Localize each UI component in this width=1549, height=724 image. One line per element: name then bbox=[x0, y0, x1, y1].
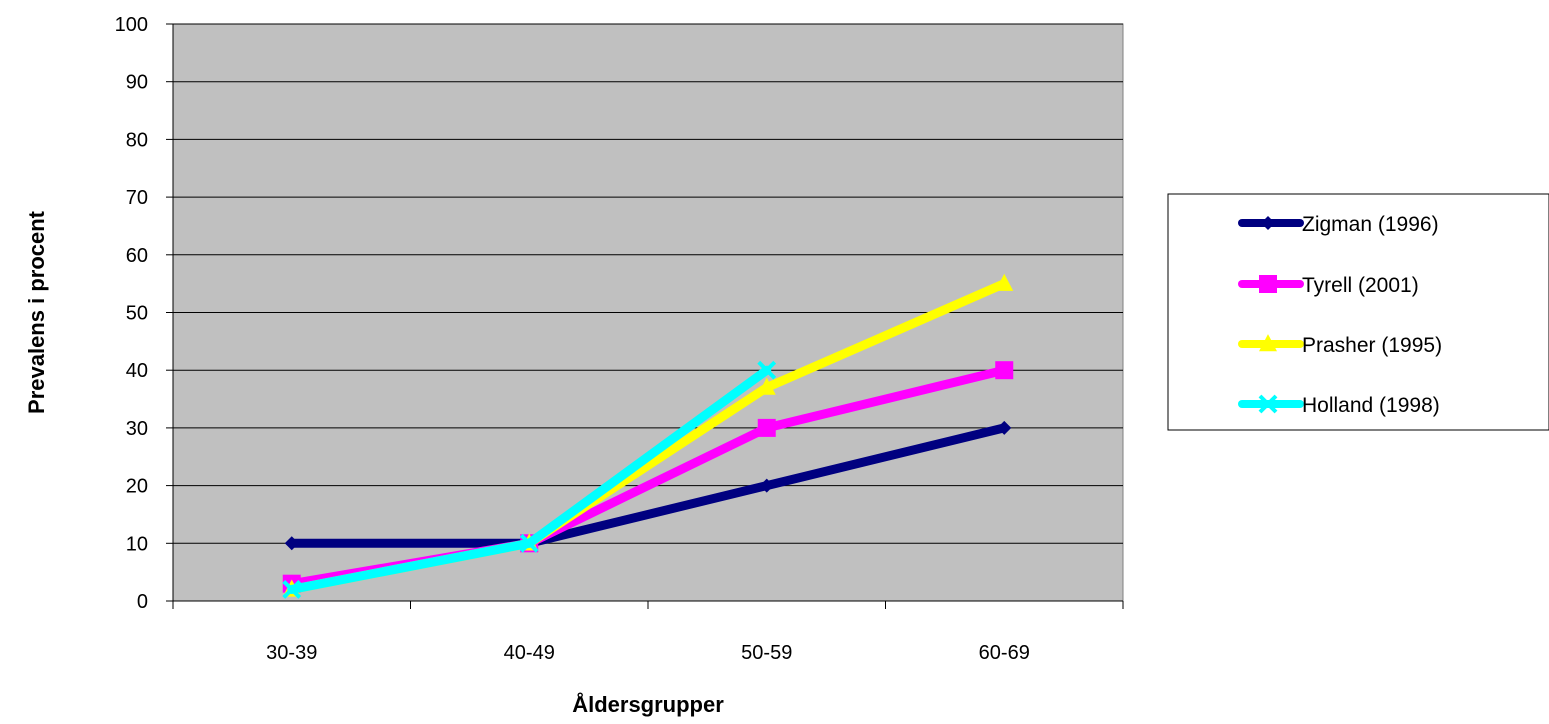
x-tick-label: 60-69 bbox=[979, 642, 1030, 664]
legend-item: Prasher (1995) bbox=[1238, 334, 1442, 357]
y-axis-title: Prevalens i procent bbox=[24, 210, 49, 414]
series-4 bbox=[282, 360, 777, 599]
y-tick-label: 50 bbox=[126, 303, 148, 325]
series-marker bbox=[1259, 275, 1277, 293]
x-axis-title: Åldersgrupper bbox=[572, 691, 724, 717]
y-tick-labels: 0 10 20 30 40 50 60 70 80 90 100 bbox=[115, 14, 148, 613]
y-tick-label: 70 bbox=[126, 187, 148, 209]
series-marker bbox=[1259, 334, 1277, 352]
series-marker bbox=[995, 273, 1014, 291]
series-marker bbox=[1258, 394, 1278, 414]
series-marker bbox=[519, 533, 539, 553]
x-tick-label: 40-49 bbox=[504, 642, 555, 664]
legend-box bbox=[1167, 193, 1549, 431]
axes bbox=[166, 23, 1124, 609]
y-tick-label: 60 bbox=[126, 245, 148, 267]
legend-label: Holland (1998) bbox=[1302, 394, 1440, 417]
legend: Zigman (1996) Tyrell (2001) Prasher (1995)… bbox=[1167, 193, 1549, 431]
series-marker bbox=[1261, 216, 1275, 230]
legend-label: Prasher (1995) bbox=[1302, 334, 1442, 357]
series-marker bbox=[282, 580, 302, 599]
series-marker bbox=[757, 360, 777, 380]
series-marker bbox=[995, 361, 1014, 380]
y-tick-label: 20 bbox=[126, 476, 148, 498]
y-tick-label: 100 bbox=[115, 14, 148, 36]
legend-items: Zigman (1996) Tyrell (2001) Prasher (1995)… bbox=[1238, 213, 1442, 417]
y-tick-label: 30 bbox=[126, 418, 148, 440]
y-tick-label: 90 bbox=[126, 72, 148, 94]
legend-label: Tyrell (2001) bbox=[1302, 274, 1419, 297]
legend-label: Zigman (1996) bbox=[1302, 213, 1439, 236]
series-marker bbox=[284, 536, 299, 551]
series-group bbox=[282, 273, 1014, 599]
series-marker bbox=[757, 377, 776, 395]
series-line bbox=[287, 423, 1009, 548]
y-tick-label: 0 bbox=[137, 591, 148, 613]
legend-item: Holland (1998) bbox=[1238, 394, 1440, 417]
x-tick-label: 50-59 bbox=[741, 642, 792, 664]
series-marker bbox=[757, 418, 776, 437]
y-tick-label: 80 bbox=[126, 129, 148, 151]
x-tick-label: 30-39 bbox=[266, 642, 317, 664]
y-tick-label: 10 bbox=[126, 533, 148, 555]
legend-item: Tyrell (2001) bbox=[1238, 274, 1419, 297]
series-marker bbox=[759, 478, 774, 493]
x-tick-labels: 30-39 40-49 50-59 60-69 bbox=[266, 642, 1030, 664]
legend-item: Zigman (1996) bbox=[1238, 213, 1439, 236]
y-tick-label: 40 bbox=[126, 360, 148, 382]
series-marker bbox=[997, 420, 1012, 435]
